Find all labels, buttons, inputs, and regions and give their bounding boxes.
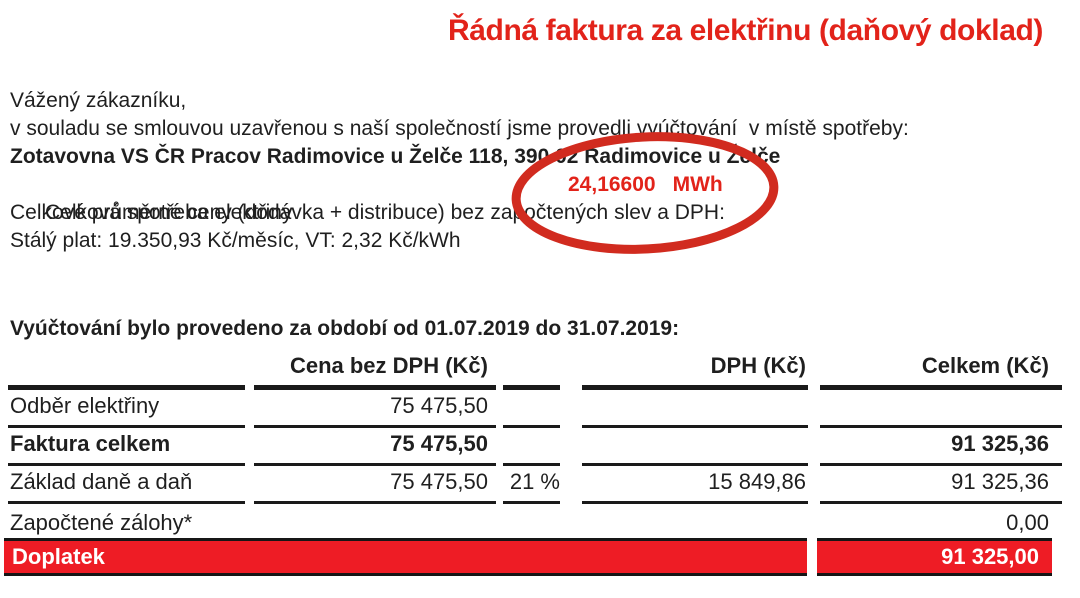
row-zaklad-rate: 21 %: [503, 466, 560, 504]
row-zalohy-total: 0,00: [1006, 510, 1049, 535]
row-zaklad-label: Základ daně a daň: [8, 466, 245, 504]
row-zalohy-label: Započtené zálohy*: [10, 510, 193, 535]
header-vat: DPH (Kč): [582, 350, 808, 390]
row-odber-price: 75 475,50: [254, 390, 496, 428]
row-zaklad-vat: 15 849,86: [582, 466, 808, 504]
consumption-value: 24,16600 MWh: [568, 171, 723, 199]
row-faktura-total: 91 325,36: [820, 428, 1062, 466]
total-band-label-section: Doplatek: [4, 538, 807, 576]
header-total: Celkem (Kč): [820, 350, 1062, 390]
consumption-label: Celková spotřeba elektřiny: [45, 201, 293, 224]
header-rate-spacer: [503, 350, 560, 390]
row-zalohy-price: [254, 504, 496, 540]
invoice-title: Řádná faktura za elektřinu (daňový dokla…: [447, 14, 1043, 47]
supply-address: Zotavovna VS ČR Pracov Radimovice u Želč…: [10, 145, 781, 168]
row-zalohy-vat: [582, 504, 808, 540]
consumption-line: Celková spotřeba elektřiny 24,16600 MWh: [10, 171, 1010, 224]
consumption-number: 24,16600: [568, 173, 656, 196]
row-zalohy-rate: [503, 504, 560, 540]
row-odber-label: Odběr elektřiny: [8, 390, 245, 428]
row-zaklad-total: 91 325,36: [820, 466, 1062, 504]
greeting-line: Vážený zákazníku,: [10, 89, 187, 112]
row-zaklad-price: 75 475,50: [254, 466, 496, 504]
avg-prices-line: Celkové průměrné ceny (dodávka + distrib…: [10, 201, 725, 224]
contract-line: v souladu se smlouvou uzavřenou s naší s…: [10, 117, 909, 140]
row-faktura-vat: [582, 428, 808, 466]
total-band-value-section: 91 325,00: [817, 538, 1052, 576]
row-odber-rate: [503, 390, 560, 428]
tariff-line: Stálý plat: 19.350,93 Kč/měsíc, VT: 2,32…: [10, 229, 461, 252]
row-faktura-price: 75 475,50: [254, 428, 496, 466]
total-band-value: 91 325,00: [941, 544, 1039, 569]
intro-block: Vážený zákazníku, v souladu se smlouvou …: [10, 87, 1010, 255]
consumption-unit: MWh: [672, 173, 723, 196]
row-odber-total: [820, 390, 1062, 428]
table-corner: [8, 350, 245, 390]
billing-period-line: Vyúčtování bylo provedeno za období od 0…: [10, 317, 680, 340]
row-faktura-label: Faktura celkem: [8, 428, 245, 466]
row-faktura-rate: [503, 428, 560, 466]
billing-table: Cena bez DPH (Kč) DPH (Kč) Celkem (Kč) O…: [8, 350, 1062, 540]
row-odber-vat: [582, 390, 808, 428]
total-band-label: Doplatek: [12, 544, 105, 569]
header-price-ex-vat: Cena bez DPH (Kč): [254, 350, 496, 390]
